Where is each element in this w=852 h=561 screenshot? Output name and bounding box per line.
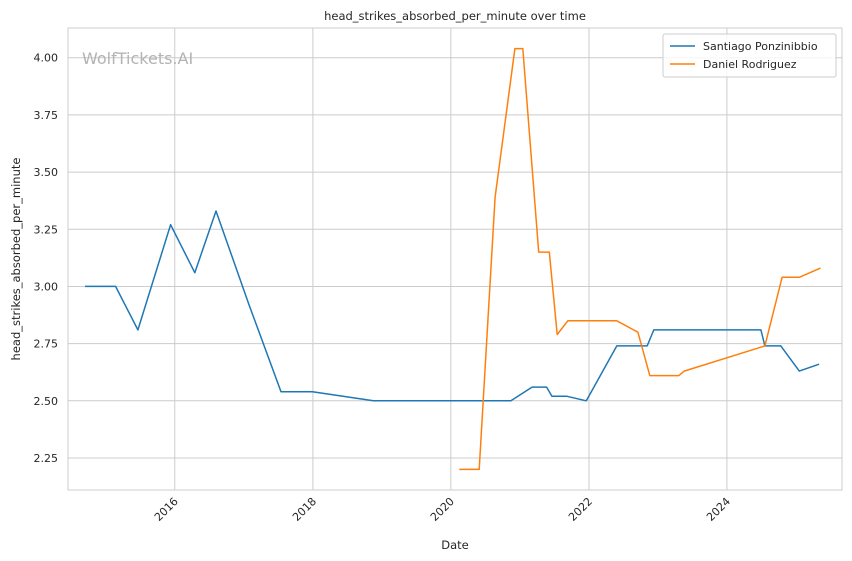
series-lines: [85, 47, 821, 471]
series-line-0: [85, 210, 820, 402]
y-tick-label: 3.50: [34, 166, 59, 179]
legend-label-0: Santiago Ponzinibbio: [703, 40, 818, 53]
y-tick-label: 3.00: [34, 280, 59, 293]
y-tick-label: 2.50: [34, 395, 59, 408]
x-axis-label: Date: [441, 538, 469, 552]
y-tick-label: 3.75: [34, 109, 59, 122]
legend-label-1: Daniel Rodriguez: [703, 58, 797, 71]
y-tick-label: 2.25: [34, 452, 59, 465]
chart-title: head_strikes_absorbed_per_minute over ti…: [324, 9, 586, 23]
y-axis-label: head_strikes_absorbed_per_minute: [9, 158, 23, 361]
watermark-text: WolfTickets.AI: [82, 49, 193, 68]
y-tick-label: 2.75: [34, 338, 59, 351]
series-line-1: [459, 47, 821, 471]
y-tick-label: 4.00: [34, 52, 59, 65]
legend-box: [662, 33, 837, 78]
plot-frame: [67, 27, 843, 491]
legend: Santiago Ponzinibbio Daniel Rodriguez: [662, 33, 837, 78]
y-tick-label: 3.25: [34, 223, 59, 236]
